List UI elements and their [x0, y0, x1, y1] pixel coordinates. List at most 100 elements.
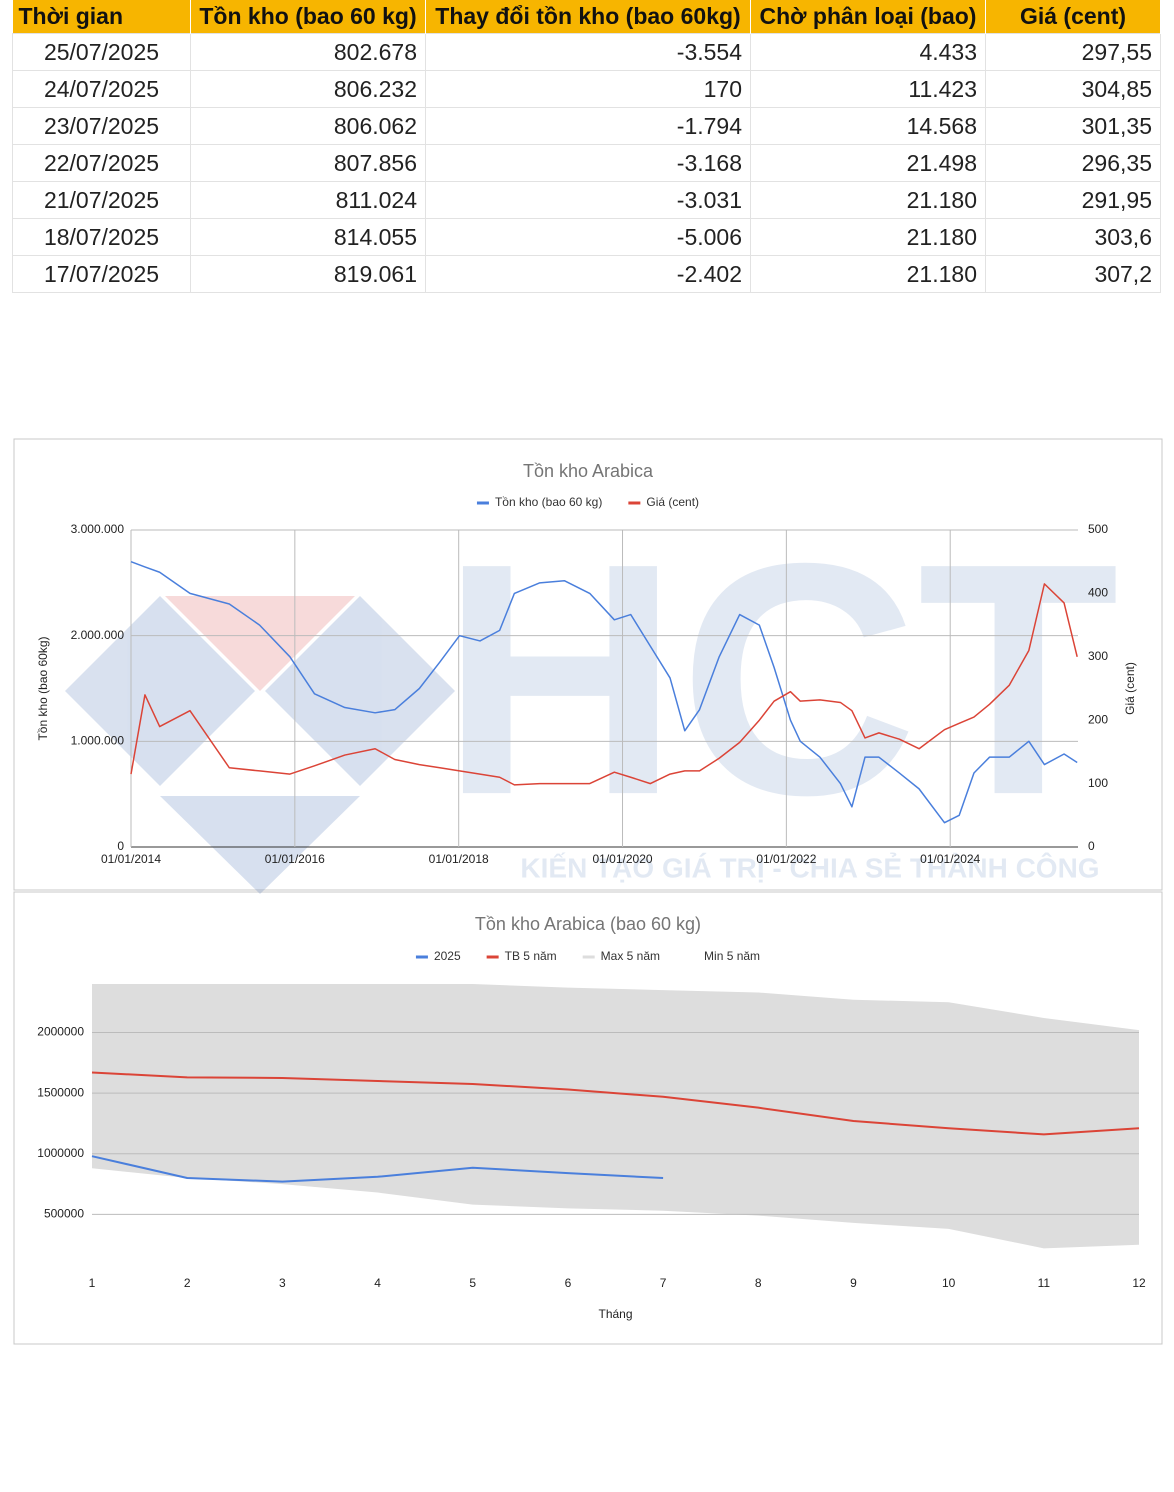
page: Thời gian Tồn kho (bao 60 kg) Thay đổi tồn… — [12, 0, 1163, 1345]
x-tick-label: 01/01/2022 — [756, 852, 816, 866]
table-cell: 291,95 — [985, 181, 1161, 219]
x-tick-label: 8 — [755, 1276, 762, 1290]
chart-inventory-price: Tồn kho Arabica Tồn kho (bao 60 kg) Giá (c… — [36, 461, 1137, 866]
y2-tick-label: 300 — [1088, 649, 1108, 663]
table-cell: 23/07/2025 — [12, 107, 191, 145]
legend-label: 2025 — [434, 949, 461, 963]
table-row: 21/07/2025 811.024 -3.031 21.180 291,95 — [12, 181, 1161, 219]
legend-label: Tồn kho (bao 60 kg) — [495, 495, 602, 509]
watermark-logo: HCT — [441, 494, 1119, 863]
x-tick-label: 01/01/2016 — [265, 852, 325, 866]
table-cell: 296,35 — [985, 144, 1161, 182]
line-series — [91, 1155, 664, 1183]
stock-table: Thời gian Tồn kho (bao 60 kg) Thay đổi tồn… — [12, 0, 1161, 293]
line-series — [91, 1071, 1140, 1136]
table-cell: 24/07/2025 — [12, 70, 191, 108]
table-cell: -1.794 — [425, 107, 751, 145]
y2-tick-label: 200 — [1088, 712, 1108, 726]
logo-shape — [160, 796, 360, 894]
y-tick-label: 1.000.000 — [71, 734, 125, 748]
y-axis-title: Tồn kho (bao 60kg) — [36, 636, 50, 740]
table-row: 23/07/2025 806.062 -1.794 14.568 301,35 — [12, 107, 1161, 145]
table-cell: 18/07/2025 — [12, 218, 191, 256]
x-tick-label: 5 — [469, 1276, 476, 1290]
legend-label: Min 5 năm — [704, 949, 760, 963]
table-row: 22/07/2025 807.856 -3.168 21.498 296,35 — [12, 144, 1161, 182]
table-cell: 806.232 — [190, 70, 426, 108]
x-tick-label: 9 — [850, 1276, 857, 1290]
x-tick-label: 11 — [1038, 1276, 1051, 1290]
table-cell: 21.180 — [750, 218, 986, 256]
legend: 2025 TB 5 năm Max 5 năm Min 5 năm — [415, 949, 760, 963]
x-tick-label: 2 — [184, 1276, 191, 1290]
header-cell: Chờ phân loại (bao) — [750, 0, 986, 34]
table-cell: 170 — [425, 70, 751, 108]
table-cell: 301,35 — [985, 107, 1161, 145]
table-cell: -3.031 — [425, 181, 751, 219]
x-tick-label: 1 — [89, 1276, 96, 1290]
table-body: 25/07/2025 802.678 -3.554 4.433 297,55 24/07/… — [12, 33, 1161, 293]
header-cell: Giá (cent) — [985, 0, 1161, 34]
table-cell: 17/07/2025 — [12, 255, 191, 293]
logo-shape — [265, 596, 455, 786]
chart-title: Tồn kho Arabica — [523, 461, 654, 481]
plot — [130, 529, 1078, 848]
x-tick-label: 01/01/2024 — [920, 852, 980, 866]
x-tick-label: 01/01/2018 — [429, 852, 489, 866]
x-tick-label: 12 — [1132, 1276, 1146, 1290]
x-tick-label: 4 — [374, 1276, 381, 1290]
table-cell: 22/07/2025 — [12, 144, 191, 182]
table-cell: -5.006 — [425, 218, 751, 256]
table-row: 25/07/2025 802.678 -3.554 4.433 297,55 — [12, 33, 1161, 71]
x-tick-label: 01/01/2014 — [101, 852, 161, 866]
y2-tick-label: 500 — [1088, 522, 1108, 536]
header-cell: Tồn kho (bao 60 kg) — [190, 0, 426, 34]
table-cell: 303,6 — [985, 218, 1161, 256]
y-tick-label: 2.000.000 — [71, 628, 125, 642]
table-cell: -3.168 — [425, 144, 751, 182]
table-cell: 21/07/2025 — [12, 181, 191, 219]
table-row: 24/07/2025 806.232 170 11.423 304,85 — [12, 70, 1161, 108]
header-cell: Thời gian — [12, 0, 191, 34]
table-row: 18/07/2025 814.055 -5.006 21.180 303,6 — [12, 218, 1161, 256]
table-cell: 307,2 — [985, 255, 1161, 293]
x-tick-label: 6 — [565, 1276, 572, 1290]
table-cell: 21.498 — [750, 144, 986, 182]
y-tick-label: 3.000.000 — [71, 522, 125, 536]
y-tick-label: 0 — [117, 839, 124, 853]
table-cell: 811.024 — [190, 181, 426, 219]
table-cell: 802.678 — [190, 33, 426, 71]
table-row: 17/07/2025 819.061 -2.402 21.180 307,2 — [12, 255, 1161, 293]
x-tick-label: 7 — [660, 1276, 667, 1290]
table-cell: 11.423 — [750, 70, 986, 108]
y-tick-label: 500000 — [44, 1207, 84, 1221]
y2-axis-title: Giá (cent) — [1123, 662, 1137, 715]
header-cell: Thay đổi tồn kho (bao 60kg) — [425, 0, 751, 34]
x-tick-label: 01/01/2020 — [592, 852, 652, 866]
chart-title: Tồn kho Arabica (bao 60 kg) — [475, 914, 701, 934]
table-header: Thời gian Tồn kho (bao 60 kg) Thay đổi tồn… — [12, 0, 1161, 34]
watermark-logo-shapes — [65, 596, 455, 894]
x-axis-title: Tháng — [598, 1307, 632, 1321]
x-tick-label: 10 — [942, 1276, 956, 1290]
y2-tick-label: 100 — [1088, 776, 1108, 790]
table-cell: 25/07/2025 — [12, 33, 191, 71]
table-cell: 297,55 — [985, 33, 1161, 71]
logo-shape — [65, 596, 255, 786]
legend-label: Giá (cent) — [646, 495, 699, 509]
table-cell: 304,85 — [985, 70, 1161, 108]
y2-tick-label: 400 — [1088, 586, 1108, 600]
y-tick-label: 1500000 — [37, 1085, 84, 1099]
table-cell: 14.568 — [750, 107, 986, 145]
table-cell: 21.180 — [750, 181, 986, 219]
legend-label: TB 5 năm — [505, 949, 557, 963]
chart-frame — [13, 438, 1163, 891]
y-tick-label: 2000000 — [37, 1025, 84, 1039]
table-cell: 4.433 — [750, 33, 986, 71]
x-tick-label: 3 — [279, 1276, 286, 1290]
y-tick-label: 1000000 — [37, 1146, 84, 1160]
logo-shape — [165, 596, 355, 691]
table-cell: 21.180 — [750, 255, 986, 293]
